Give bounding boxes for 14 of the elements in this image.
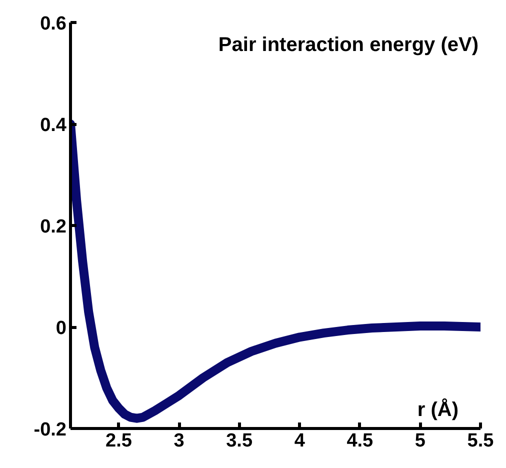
x-axis-title: r (Å) <box>417 398 459 422</box>
y-tick-label: 0.4 <box>40 115 67 136</box>
y-tick-label: 0 <box>56 318 67 339</box>
x-tick-label: 2.5 <box>106 430 132 452</box>
x-tick-label: 3 <box>174 430 184 452</box>
x-tick-label: 5 <box>414 430 426 452</box>
y-tick-label: -0.2 <box>34 420 67 440</box>
y-tick-label: 0.6 <box>40 14 67 34</box>
y-axis-title: Pair interaction energy (eV) <box>218 34 478 56</box>
x-tick-label: 4 <box>294 430 306 452</box>
x-tick-label: 5.5 <box>467 430 494 452</box>
x-tick-label: 4.5 <box>346 430 374 452</box>
y-tick-label: 0.2 <box>40 216 67 238</box>
x-tick-label: 3.5 <box>226 430 253 452</box>
